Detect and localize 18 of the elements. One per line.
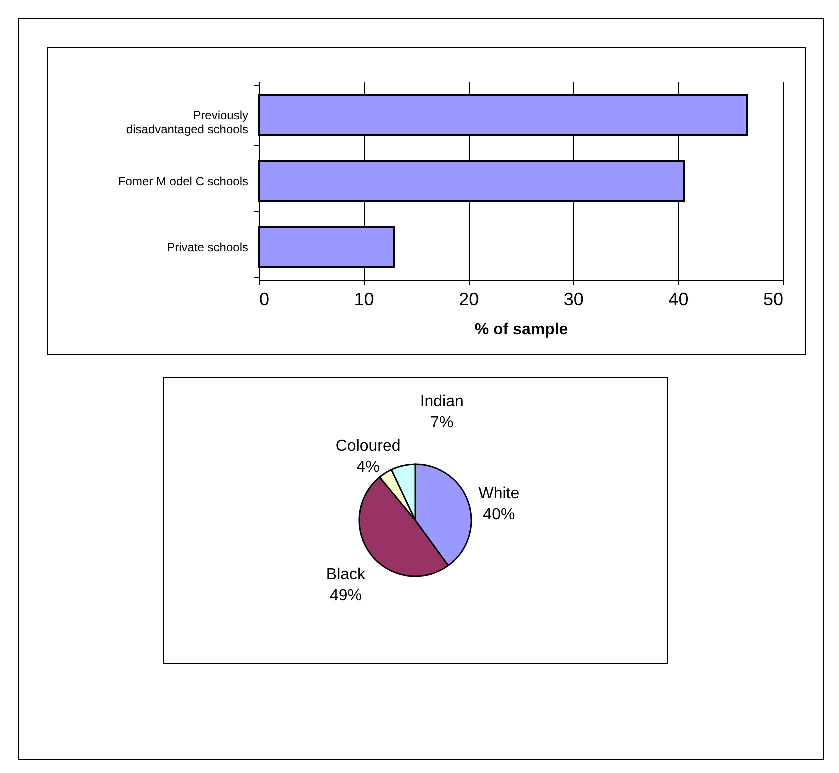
x-tick-label: 50 [763, 290, 784, 310]
slice-label: Coloured [336, 438, 401, 456]
y-tick-label: Fomer M odel C schools [118, 174, 248, 188]
x-tick-label: 20 [459, 290, 480, 310]
y-tick-label: Private schools [167, 240, 248, 254]
x-tick-label: 40 [668, 290, 689, 310]
slice-label: White [478, 485, 520, 502]
data-label: 4% [356, 459, 380, 476]
data-label: 7% [430, 414, 454, 432]
x-tick-label: 0 [260, 290, 270, 310]
x-axis-title: % of sample [474, 322, 568, 338]
data-label: 40% [483, 506, 516, 524]
data-label: 49% [330, 587, 362, 604]
slice-label: Black [326, 566, 367, 584]
x-tick-label: 10 [354, 290, 374, 310]
y-tick-label: Previously disadvantaged schools [126, 108, 248, 136]
x-tick-label: 30 [564, 290, 584, 310]
slice-label: Indian [420, 393, 464, 410]
